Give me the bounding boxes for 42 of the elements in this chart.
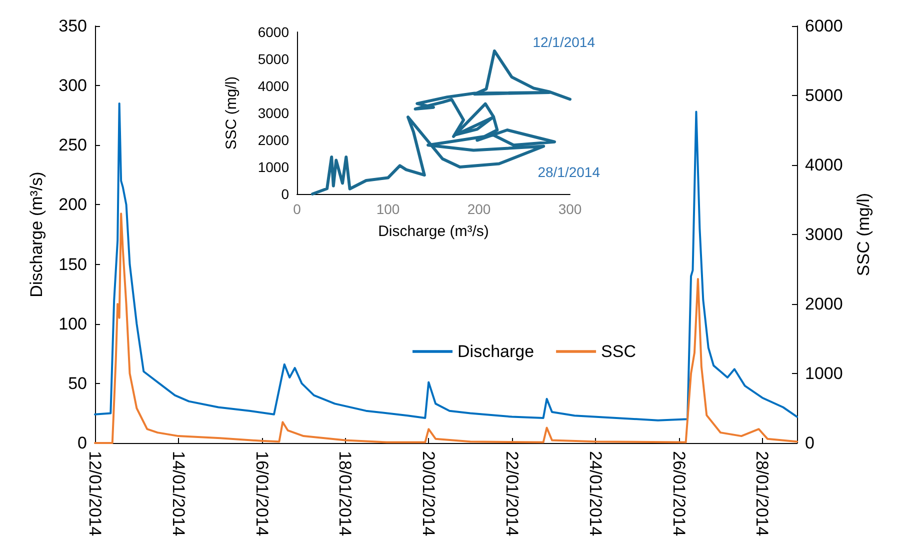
y2-tick-label: 1000 [805, 364, 843, 383]
y-tick-label: 4000 [258, 78, 290, 94]
y-axis-title: SSC (mg/l) [223, 76, 240, 150]
y-tick-label: 2000 [258, 132, 290, 148]
y-tick-label: 300 [58, 76, 87, 96]
y-tick-label: 150 [58, 254, 87, 274]
x-tick-label: 12/01/2014 [86, 451, 104, 536]
y-tick-label: 6000 [258, 24, 290, 40]
legend-label: Discharge [458, 342, 534, 361]
x-tick-label: 18/01/2014 [336, 451, 355, 536]
y-tick-label: 1000 [258, 159, 290, 175]
x-tick-label: 0 [293, 201, 302, 217]
y-tick-label: 350 [58, 16, 87, 36]
x-tick-label: 24/01/2014 [586, 451, 605, 536]
y-tick-label: 3000 [258, 105, 290, 121]
y2-tick-label: 4000 [805, 156, 843, 174]
y2-tick-label: 6000 [805, 16, 843, 36]
x-tick-label: 16/01/2014 [252, 451, 272, 536]
y-tick-label: 0 [281, 186, 290, 202]
x-tick-label: 28/01/2014 [752, 451, 772, 536]
y-axis-title: Discharge (m³/s) [27, 172, 46, 298]
y-tick-label: 50 [68, 374, 87, 393]
y-tick-label: 0 [78, 434, 87, 452]
annotation: 28/1/2014 [538, 164, 600, 180]
x-tick-label: 20/01/2014 [419, 451, 438, 536]
y2-axis-title: SSC (mg/l) [854, 192, 873, 276]
y-tick-label: 100 [58, 314, 87, 334]
y2-tick-label: 5000 [805, 86, 843, 105]
legend-label: SSC [601, 342, 636, 361]
x-axis-title: Discharge (m³/s) [378, 223, 489, 240]
y2-tick-label: 3000 [805, 225, 843, 244]
y2-tick-label: 2000 [805, 294, 843, 314]
x-tick-label: 22/01/2014 [502, 451, 522, 536]
x-tick-label: 14/01/2014 [168, 451, 188, 536]
annotation: 12/1/2014 [532, 34, 596, 50]
x-tick-label: 26/01/2014 [669, 451, 688, 536]
y-tick-label: 5000 [258, 51, 290, 67]
x-tick-label: 100 [376, 201, 400, 217]
y2-tick-label: 0 [805, 434, 814, 452]
x-tick-label: 200 [467, 201, 491, 217]
y-tick-label: 250 [58, 136, 87, 155]
x-tick-label: 300 [558, 201, 582, 217]
